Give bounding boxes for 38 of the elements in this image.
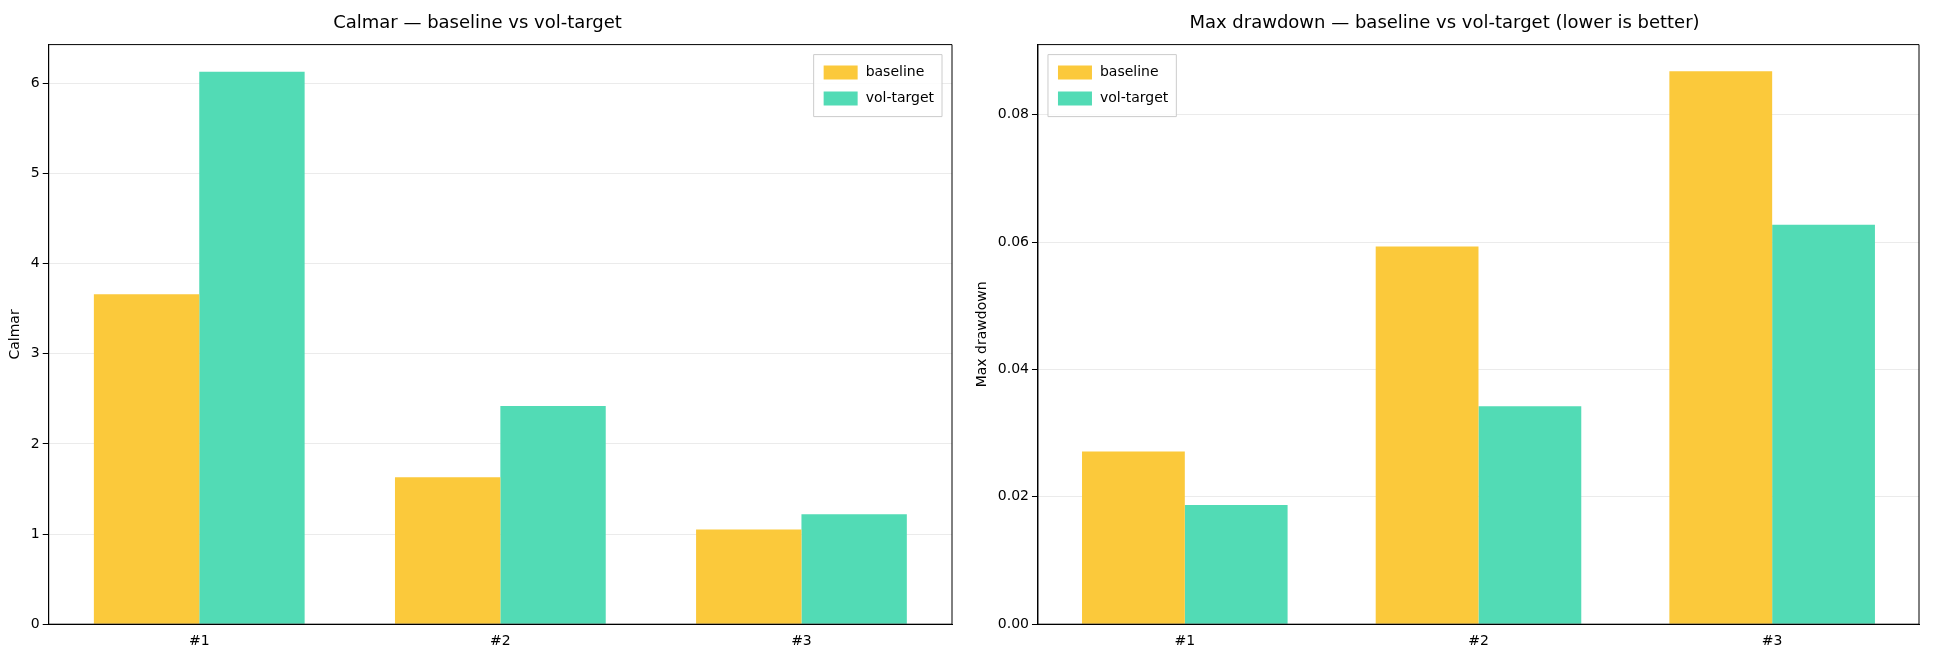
y-tick-label: 0: [30, 614, 40, 631]
x-tick-label: #2: [1468, 632, 1489, 649]
bar: [1669, 71, 1773, 624]
bar: [1478, 406, 1582, 624]
y-axis-title: Calmar: [6, 309, 23, 360]
y-tick-label: 3: [30, 344, 40, 361]
legend-label: baseline: [1099, 63, 1159, 80]
y-tick-label: 4: [30, 254, 40, 271]
x-tick-label: #3: [791, 632, 812, 649]
bar: [1082, 451, 1185, 624]
chart-title: Calmar — baseline vs vol-target: [333, 11, 622, 33]
x-tick-label: #2: [490, 632, 511, 649]
y-tick-label: 1: [30, 524, 40, 541]
x-tick-label: #3: [1761, 632, 1783, 649]
y-tick-label: 2: [30, 434, 40, 451]
bar: [1184, 505, 1288, 624]
legend-label: baseline: [865, 63, 925, 80]
bar: [199, 71, 305, 624]
y-tick-label: 0.02: [997, 487, 1029, 504]
legend-label: vol-target: [865, 89, 935, 106]
bar: [500, 406, 606, 624]
y-tick-label: 0.06: [997, 232, 1030, 249]
bar: [1375, 246, 1479, 624]
y-tick-label: 5: [30, 164, 40, 181]
y-axis-title: Max drawdown: [973, 281, 990, 388]
chart-title: Max drawdown — baseline vs vol-target (lower is better): [1189, 11, 1700, 33]
bar: [696, 529, 802, 624]
bar: [394, 477, 501, 624]
bar: [1772, 224, 1875, 624]
y-tick-label: 0.04: [997, 360, 1030, 377]
x-tick-label: #1: [1174, 632, 1196, 649]
y-tick-label: 0.08: [997, 105, 1029, 122]
y-tick-label: 0.00: [997, 614, 1029, 631]
y-tick-label: 6: [30, 74, 40, 90]
legend-label: vol-target: [1099, 89, 1169, 106]
x-tick-label: #1: [188, 632, 210, 649]
bar: [801, 514, 907, 624]
bar: [93, 294, 200, 624]
